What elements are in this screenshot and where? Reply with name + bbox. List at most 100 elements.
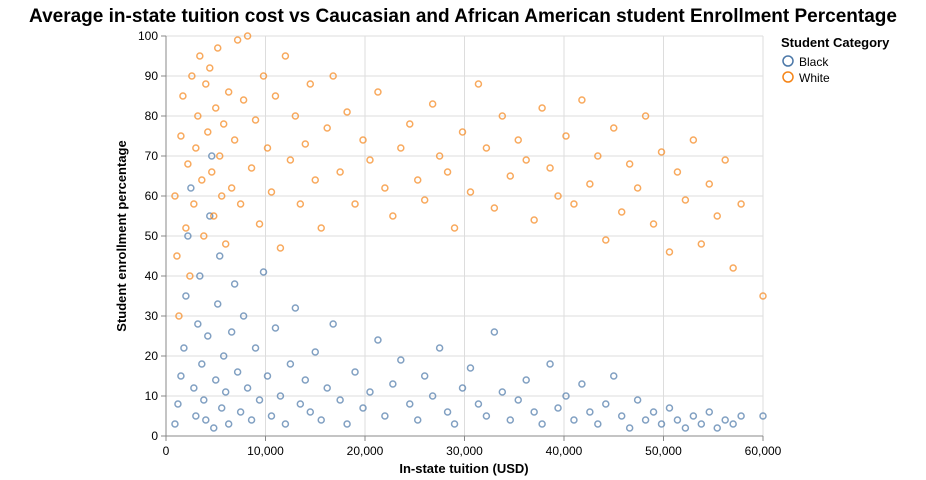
- point-white: [217, 192, 226, 200]
- y-tick-label: 0: [151, 429, 158, 443]
- point-white: [381, 184, 389, 192]
- point-black: [617, 412, 626, 420]
- point-black: [217, 404, 226, 412]
- point-white: [221, 240, 230, 248]
- point-black: [562, 392, 570, 400]
- point-black: [230, 280, 239, 288]
- legend-label-black: Black: [799, 55, 829, 69]
- point-black: [233, 368, 242, 376]
- x-tick-label: 60,000: [745, 444, 782, 458]
- point-black: [259, 268, 268, 276]
- point-black: [530, 408, 538, 416]
- x-tick-label: 50,000: [645, 444, 682, 458]
- point-black: [221, 388, 230, 396]
- point-black: [174, 400, 182, 408]
- point-black: [212, 376, 220, 384]
- point-black: [177, 372, 185, 380]
- point-white: [343, 108, 351, 116]
- point-white: [179, 92, 187, 100]
- point-black: [366, 388, 374, 396]
- point-black: [578, 380, 586, 388]
- point-black: [219, 352, 228, 360]
- point-white: [243, 32, 252, 40]
- point-black: [311, 348, 319, 356]
- point-black: [506, 416, 515, 424]
- point-black: [196, 272, 204, 280]
- point-black: [490, 328, 499, 336]
- point-white: [554, 192, 562, 200]
- point-white: [329, 72, 337, 80]
- point-white: [594, 152, 602, 160]
- point-white: [482, 144, 491, 152]
- point-white: [359, 136, 367, 144]
- point-black: [413, 416, 422, 424]
- point-white: [737, 200, 745, 208]
- point-black: [317, 416, 325, 424]
- point-black: [649, 408, 658, 416]
- point-white: [443, 168, 452, 176]
- point-black: [171, 420, 179, 428]
- point-white: [194, 112, 202, 120]
- point-white: [420, 196, 429, 204]
- x-tick-label: 10,000: [247, 444, 284, 458]
- point-black: [374, 336, 382, 344]
- point-white: [586, 180, 594, 188]
- point-white: [689, 136, 698, 144]
- point-black: [538, 420, 546, 428]
- point-white: [184, 160, 192, 168]
- point-black: [397, 356, 405, 364]
- point-white: [198, 176, 206, 184]
- point-white: [673, 168, 682, 176]
- point-white: [259, 72, 268, 80]
- point-white: [657, 148, 666, 156]
- point-white: [759, 292, 767, 300]
- y-tick-label: 100: [138, 29, 158, 43]
- point-black: [190, 384, 198, 392]
- axes: 0 10,000 20,000 30,000 40,000 50,000 60,000 0 10…: [138, 29, 782, 458]
- point-white: [215, 152, 224, 160]
- point-white: [271, 92, 280, 100]
- point-black: [554, 404, 562, 412]
- point-black: [389, 380, 397, 388]
- point-black: [721, 416, 729, 424]
- point-black: [286, 360, 295, 368]
- point-white: [317, 224, 325, 232]
- point-white: [633, 184, 642, 192]
- y-tick-label: 40: [145, 269, 159, 283]
- chart-title: Average in-state tuition cost vs Caucasi…: [29, 6, 897, 27]
- y-tick-label: 80: [145, 109, 159, 123]
- point-black: [482, 412, 491, 420]
- points-layer: [171, 32, 767, 432]
- point-black: [343, 420, 351, 428]
- point-black: [296, 400, 305, 408]
- point-white: [610, 124, 618, 132]
- point-black: [210, 424, 218, 432]
- point-black: [466, 364, 475, 372]
- point-white: [435, 152, 444, 160]
- point-black: [458, 384, 467, 392]
- y-tick-label: 60: [145, 189, 159, 203]
- legend: Student Category Black White: [781, 35, 890, 85]
- point-black: [204, 332, 212, 340]
- point-white: [210, 212, 218, 220]
- point-white: [366, 156, 374, 164]
- point-white: [276, 244, 285, 252]
- point-black: [522, 376, 530, 384]
- point-white: [219, 120, 228, 128]
- point-white: [374, 88, 382, 96]
- point-black: [271, 324, 280, 332]
- point-black: [198, 360, 206, 368]
- point-white: [171, 192, 179, 200]
- grid: [165, 35, 764, 437]
- x-tick-label: 20,000: [347, 444, 384, 458]
- point-black: [420, 372, 429, 380]
- point-white: [208, 168, 216, 176]
- y-tick-label: 30: [145, 309, 159, 323]
- point-white: [406, 120, 414, 128]
- point-black: [641, 416, 650, 424]
- legend-symbol-white: [782, 71, 794, 83]
- x-tick-label: 0: [163, 444, 170, 458]
- point-white: [192, 144, 200, 152]
- point-white: [397, 144, 405, 152]
